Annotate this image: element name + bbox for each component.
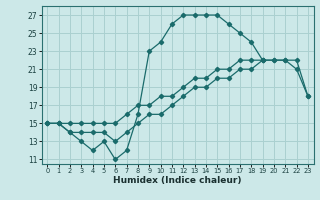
X-axis label: Humidex (Indice chaleur): Humidex (Indice chaleur) [113, 176, 242, 185]
